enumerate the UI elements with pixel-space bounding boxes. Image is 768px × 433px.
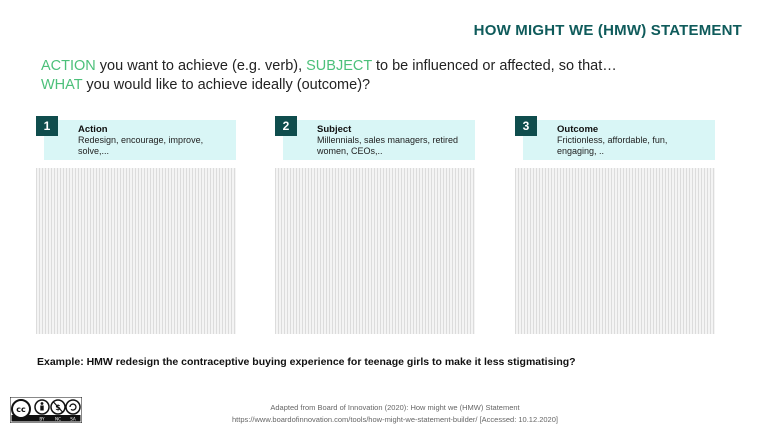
column-description: Frictionless, affordable, fun, engaging,… <box>557 135 668 156</box>
column-action: Action Redesign, encourage, improve, sol… <box>36 116 236 334</box>
label-box: Subject Millennials, sales managers, ret… <box>283 120 475 160</box>
example-statement: Example: HMW redesign the contraceptive … <box>37 356 576 368</box>
column-number-badge: 2 <box>275 116 297 136</box>
column-header: Subject Millennials, sales managers, ret… <box>275 116 475 162</box>
column-description: Redesign, encourage, improve, solve,... <box>78 135 204 156</box>
subject-input-area[interactable] <box>275 168 475 334</box>
prompt-text: ACTION you want to achieve (e.g. verb), … <box>41 57 641 95</box>
column-number-badge: 3 <box>515 116 537 136</box>
keyword-action: ACTION <box>41 58 96 74</box>
credit-source: Adapted from Board of Innovation (2020):… <box>270 403 520 412</box>
column-number-badge: 1 <box>36 116 58 136</box>
column-header: Outcome Frictionless, affordable, fun, e… <box>515 116 715 162</box>
column-header: Action Redesign, encourage, improve, sol… <box>36 116 236 162</box>
cc-circle-icon <box>11 399 31 419</box>
prompt-segment: to be influenced or affected, so that… <box>371 58 617 74</box>
column-description: Millennials, sales managers, retired wom… <box>317 135 459 156</box>
license-label: BY <box>39 416 45 421</box>
column-outcome: Outcome Frictionless, affordable, fun, e… <box>515 116 715 334</box>
action-input-area[interactable] <box>36 168 236 334</box>
label-box: Outcome Frictionless, affordable, fun, e… <box>523 120 715 160</box>
prompt-segment: you would like to achieve ideally (outco… <box>82 77 371 93</box>
svg-text:cc: cc <box>16 405 26 414</box>
keyword-subject: SUBJECT <box>306 58 372 74</box>
outcome-input-area[interactable] <box>515 168 715 334</box>
column-subject: Subject Millennials, sales managers, ret… <box>275 116 475 334</box>
sa-share-icon <box>65 399 81 415</box>
license-label: NC <box>55 416 61 421</box>
cc-license-icon: cc $ BY NC SA <box>10 397 82 423</box>
credit-url: https://www.boardofinnovation.com/tools/… <box>231 415 558 424</box>
license-label: SA <box>70 416 76 421</box>
prompt-segment: you want to achieve (e.g. verb), <box>95 58 307 74</box>
label-box: Action Redesign, encourage, improve, sol… <box>44 120 236 160</box>
page-title: HOW MIGHT WE (HMW) STATEMENT <box>473 22 742 39</box>
column-title: Action <box>78 124 108 135</box>
column-title: Outcome <box>557 124 599 135</box>
keyword-what: WHAT <box>41 77 83 93</box>
column-title: Subject <box>317 124 352 135</box>
